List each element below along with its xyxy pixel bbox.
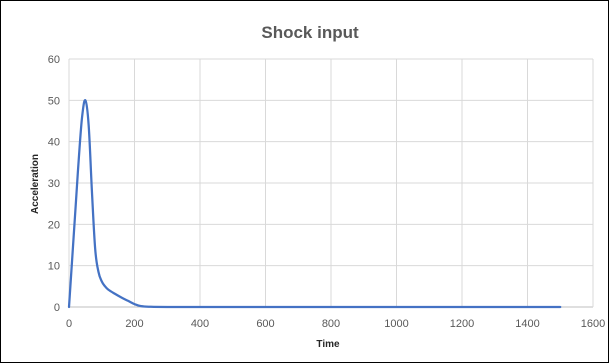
grid-layer <box>68 58 594 308</box>
y-tick-label: 20 <box>48 219 60 231</box>
x-tick-label: 1200 <box>450 318 474 330</box>
x-tick-label: 200 <box>125 318 143 330</box>
y-tick-label: 50 <box>48 95 60 107</box>
series-line <box>67 99 562 309</box>
y-tick-label: 60 <box>48 54 60 66</box>
x-tick-label: 1400 <box>515 318 539 330</box>
series-layer <box>67 99 562 309</box>
x-tick-label: 400 <box>191 318 209 330</box>
y-tick-label: 40 <box>48 137 60 149</box>
x-tick-label: 800 <box>322 318 340 330</box>
y-axis-title: Acceleration <box>30 154 41 214</box>
y-tick-label: 30 <box>48 178 60 190</box>
y-tick-label: 0 <box>54 302 60 314</box>
chart-title: Shock input <box>261 23 359 42</box>
x-tick-label: 1600 <box>581 318 605 330</box>
x-tick-label: 600 <box>256 318 274 330</box>
x-tick-label: 1000 <box>384 318 408 330</box>
x-tick-label: 0 <box>66 318 72 330</box>
x-axis-title: Time <box>316 339 340 350</box>
y-tick-label: 10 <box>48 261 60 273</box>
